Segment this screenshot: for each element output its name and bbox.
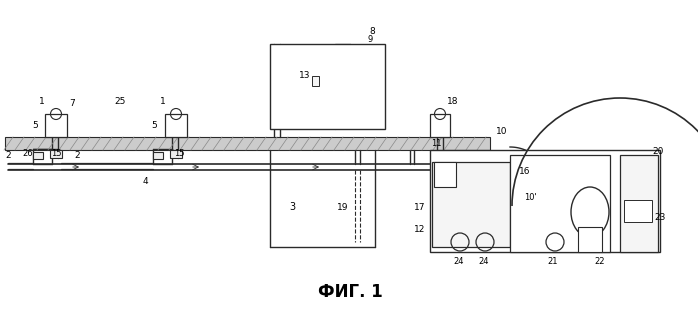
Bar [165,114,187,137]
Text: 21: 21 [548,257,558,267]
Text: 1: 1 [160,98,166,107]
Text: 13: 13 [299,72,311,81]
Text: 2: 2 [5,151,10,159]
Bar [620,155,658,252]
Bar [170,150,182,158]
Text: 5: 5 [151,120,157,130]
Bar [578,227,602,252]
Bar [33,152,43,159]
Text: 17: 17 [414,203,426,211]
Text: 4: 4 [142,177,148,185]
Text: 10: 10 [496,127,507,137]
Bar [430,114,450,137]
Text: 5: 5 [32,120,38,130]
Bar [432,162,510,247]
Ellipse shape [571,187,609,237]
Bar [45,114,67,137]
Text: 15: 15 [51,150,61,158]
Bar [434,162,456,187]
Text: 11: 11 [431,139,441,148]
Text: 1: 1 [39,98,45,107]
Text: 26: 26 [23,150,34,158]
Text: 2: 2 [74,151,80,159]
Bar [430,150,660,252]
Bar [5,137,490,150]
Bar [312,76,319,86]
Bar [50,150,62,158]
Text: 16: 16 [519,167,530,177]
Text: 10': 10' [524,192,536,202]
Bar [624,200,652,222]
Text: 9: 9 [367,35,373,43]
Text: 8: 8 [369,28,375,36]
Text: 15: 15 [174,150,184,158]
Text: 25: 25 [114,98,126,107]
Text: 7: 7 [69,99,75,107]
Text: 22: 22 [595,257,605,267]
Text: 24: 24 [479,257,489,267]
Text: 20: 20 [653,147,664,157]
Text: 24: 24 [454,257,464,267]
Text: ФИГ. 1: ФИГ. 1 [318,283,383,301]
Text: 12: 12 [415,225,426,235]
Text: 23: 23 [654,212,666,222]
Bar [153,152,163,159]
Text: 19: 19 [337,203,349,211]
Bar [270,44,385,129]
Bar [510,155,610,252]
Text: 3: 3 [289,202,295,212]
Text: 18: 18 [447,98,459,107]
